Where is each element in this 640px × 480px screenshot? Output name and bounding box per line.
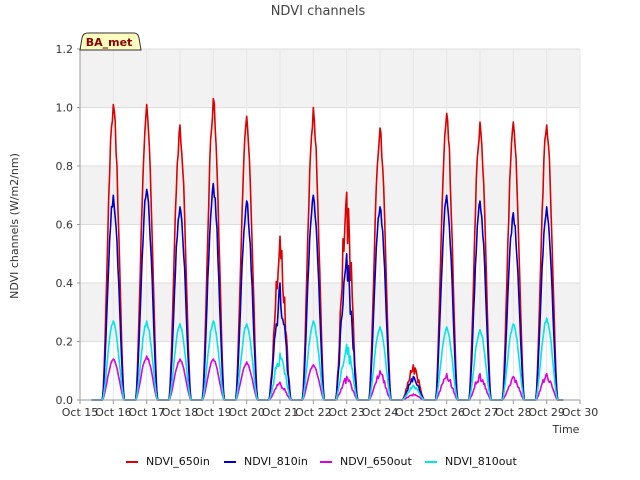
legend: NDVI_650in NDVI_810in NDVI_650out NDVI_810o… [126,455,517,468]
badge: BA_met [79,32,142,51]
y-tick-label: 0.2 [56,336,74,349]
gridlines [79,48,581,401]
x-tick-label: Oct 21 [262,406,299,419]
x-tick-label: Oct 24 [362,406,399,419]
legend-label: NDVI_810out [445,455,517,468]
plot-band [80,107,580,166]
plot-background-bands [80,49,580,400]
x-tick-label: Oct 29 [528,406,565,419]
badge-label: BA_met [86,36,133,49]
x-tick-label: Oct 25 [395,406,432,419]
legend-label: NDVI_650out [340,455,412,468]
plot-band [80,341,580,400]
x-tick-label: Oct 16 [95,406,132,419]
plot-band [80,49,580,108]
y-tick-label: 1.0 [56,102,74,115]
x-axis-label: Time [552,423,580,436]
y-tick-label: 0.8 [56,160,74,173]
x-tick-label: Oct 23 [328,406,365,419]
y-tick-label: 0.4 [56,277,74,290]
plot-band [80,283,580,342]
legend-label: NDVI_650in [146,455,210,468]
x-tick-label: Oct 18 [162,406,199,419]
x-tick-label: Oct 20 [228,406,265,419]
y-axis-label: NDVI channels (W/m2/nm) [8,153,21,299]
chart-title: NDVI channels [271,4,366,19]
x-tick-label: Oct 19 [195,406,232,419]
x-tick-label: Oct 15 [62,406,99,419]
y-tick-label: 0.0 [56,394,74,407]
plot-band [80,166,580,225]
plot-band [80,224,580,283]
legend-label: NDVI_810in [244,455,308,468]
y-tick-label: 0.6 [56,219,74,232]
x-tick-label: Oct 30 [562,406,599,419]
x-tick-label: Oct 26 [428,406,465,419]
badge-shape [79,32,142,51]
x-tick-label: Oct 27 [462,406,499,419]
x-tick-label: Oct 17 [128,406,165,419]
y-tick-label: 1.2 [56,43,74,56]
x-tick-label: Oct 22 [295,406,332,419]
x-tick-label: Oct 28 [495,406,532,419]
